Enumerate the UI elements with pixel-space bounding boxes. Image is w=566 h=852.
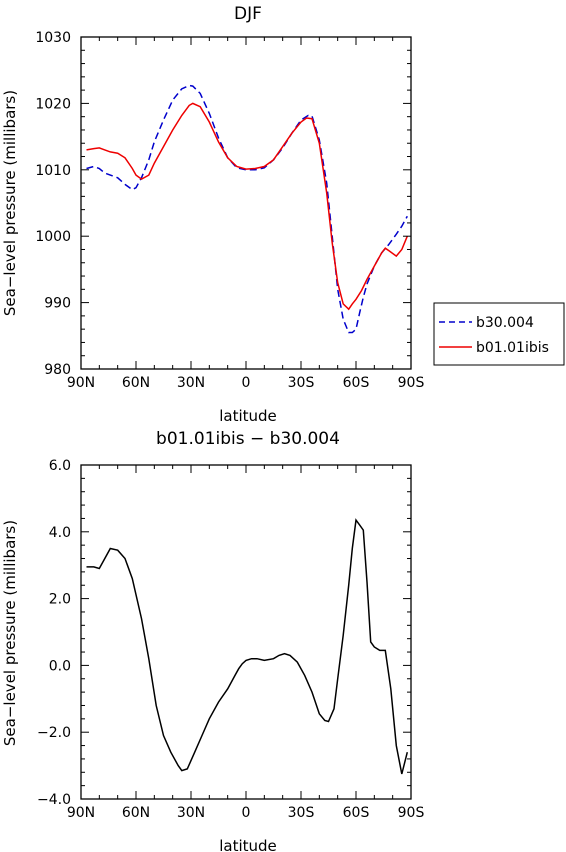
y-tick-label: 4.0 — [49, 525, 71, 541]
chart-title: b01.01ibis − b30.004 — [156, 429, 340, 449]
bottom-chart: b01.01ibis − b30.004 90N 60N 30N 0 30S 60S 90S… — [1, 429, 424, 852]
legend-box — [433, 302, 565, 366]
plot-frame — [80, 36, 412, 370]
legend: b30.004 b01.01ibis — [433, 302, 565, 366]
y-tick-label: 2.0 — [49, 592, 71, 608]
series-line-b30-004 — [86, 84, 408, 334]
plot-frame — [80, 464, 412, 800]
x-tick-label: 60N — [122, 375, 150, 391]
legend-label-b30-004: b30.004 — [476, 315, 534, 331]
y-tick-label: 1010 — [35, 163, 71, 179]
y-tick-label: 0.0 — [49, 658, 71, 674]
x-axis-label: latitude — [219, 837, 277, 852]
y-tick-label: −4.0 — [37, 792, 71, 808]
y-tick-label: −2.0 — [37, 725, 71, 741]
y-tick-label: 1000 — [35, 229, 71, 245]
x-tick-label: 90N — [67, 375, 95, 391]
y-tick-label: 6.0 — [49, 458, 71, 474]
y-tick-label: 980 — [44, 362, 71, 378]
x-tick-label: 90S — [398, 805, 425, 821]
x-tick-label: 60S — [343, 805, 370, 821]
y-axis-label: Sea−level pressure (millibars) — [1, 90, 19, 316]
x-tick-label: 60N — [122, 805, 150, 821]
legend-label-b01-01ibis: b01.01ibis — [476, 340, 549, 356]
x-tick-label: 30N — [177, 805, 205, 821]
x-tick-label: 30N — [177, 375, 205, 391]
x-tick-label: 0 — [242, 375, 251, 391]
x-tick-label: 90N — [67, 805, 95, 821]
chart-title: DJF — [234, 4, 262, 24]
x-tick-label: 30S — [288, 375, 315, 391]
x-tick-label: 30S — [288, 805, 315, 821]
x-axis-label: latitude — [219, 407, 277, 425]
series-line-b01-01ibis — [86, 102, 408, 311]
x-tick-label: 0 — [242, 805, 251, 821]
y-tick-label: 1030 — [35, 30, 71, 46]
series-line-difference — [86, 518, 409, 775]
x-tick-label: 60S — [343, 375, 370, 391]
y-tick-label: 990 — [44, 296, 71, 312]
x-tick-label: 90S — [398, 375, 425, 391]
y-axis-label: Sea−level pressure (millibars) — [1, 520, 19, 746]
top-chart: DJF 90N 60N 30N 0 30S 60S 90S 980 990 1000 1010 102… — [1, 4, 565, 425]
y-tick-label: 1020 — [35, 96, 71, 112]
